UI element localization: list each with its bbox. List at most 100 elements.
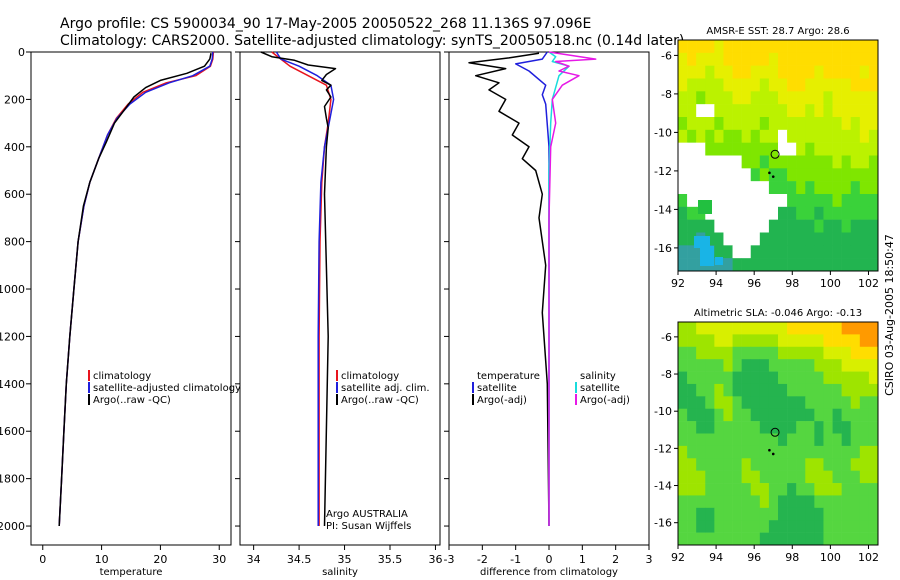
sla-map-cell — [841, 520, 852, 533]
sla-map-cell — [778, 322, 788, 335]
sla-map-cell — [705, 483, 715, 496]
sst-map-cell — [678, 181, 688, 195]
sla-map-cell — [678, 346, 688, 360]
sla-map-cell — [778, 421, 788, 434]
sst-map-cell — [796, 206, 806, 220]
sla-map-cell — [841, 408, 852, 422]
sla-map-cell — [696, 383, 706, 397]
sst-map-cell — [678, 78, 688, 92]
sla-map-cell — [696, 408, 706, 422]
sla-map-cell — [750, 421, 761, 434]
sla-map-cell — [823, 458, 833, 471]
sla-map-cell — [805, 433, 815, 447]
sst-map-cell — [759, 219, 770, 233]
sst-map-cell — [705, 52, 715, 66]
sst-map-cell — [868, 78, 879, 92]
sla-map-cell — [678, 371, 688, 385]
sla-map-cell — [732, 421, 742, 434]
sla-map-cell — [868, 458, 879, 471]
sst-map-cell — [750, 129, 761, 143]
sst-map-cell — [687, 52, 697, 66]
sla-map-cell — [732, 334, 742, 348]
sla-map-cell — [805, 470, 815, 484]
sla-map-track-point — [768, 448, 771, 452]
sla-map-cell — [859, 396, 870, 410]
sla-map-cell — [687, 359, 697, 372]
sst-map-cell — [823, 40, 833, 54]
sla-map-cell — [787, 445, 797, 459]
sla-map-cell — [850, 433, 861, 447]
sla-map-cell — [687, 433, 697, 447]
temperature-series-argo-raw-qc- — [58, 53, 212, 527]
sst-map-cell — [696, 117, 706, 131]
sst-map-cell — [814, 155, 824, 169]
sst-map-cell — [823, 168, 833, 182]
sst-map-cell — [750, 181, 761, 195]
temperature-xlabel: temperature — [100, 567, 163, 578]
sla-map-cell — [750, 458, 761, 471]
sla-map-cell — [759, 334, 770, 348]
sst-map-cell — [787, 219, 797, 233]
sst-map-cell — [732, 219, 742, 233]
sla-map-cell — [814, 383, 824, 397]
sst-map-cell — [759, 245, 770, 259]
sst-map-cell — [805, 219, 815, 233]
sla-map-cell — [741, 458, 752, 471]
sst-map-cell — [678, 104, 688, 118]
sla-map-cell — [768, 396, 779, 410]
sla-map-cell — [696, 445, 706, 459]
sla-map-cell — [868, 421, 879, 434]
sla-map-cell — [814, 371, 824, 385]
sst-map-track-point — [768, 171, 771, 175]
sst-map-cell — [859, 232, 870, 246]
sla-map-cell — [732, 371, 742, 385]
sst-map-cell — [723, 78, 733, 92]
sst-map-cell — [850, 91, 861, 105]
sst-map-cell — [741, 91, 752, 105]
sst-map-cell — [723, 219, 733, 233]
sla-map-cell — [832, 495, 842, 509]
sla-map-cell — [687, 445, 697, 459]
sla-map-cell — [814, 433, 824, 447]
sst-map-cell — [832, 245, 842, 259]
sst-map-cell — [814, 219, 824, 233]
sla-map-cell — [796, 322, 806, 335]
sla-map-cell — [805, 408, 815, 422]
sla-map-cell — [859, 520, 870, 533]
sst-map-cell — [805, 91, 815, 105]
sla-map-cell — [868, 359, 879, 372]
sla-map-cell — [805, 520, 815, 533]
difference-legend-right-label: salinity — [580, 371, 616, 382]
salinity-xtick-label: 35.5 — [378, 553, 403, 566]
sla-map-cell — [759, 433, 770, 447]
sst-map-cell — [832, 129, 842, 143]
sst-map-cell — [868, 181, 879, 195]
sst-map-cell — [741, 206, 752, 220]
sst-map-cell — [832, 258, 842, 272]
sla-map-cell — [832, 520, 842, 533]
sst-map-cell — [832, 181, 842, 195]
sla-map-cell — [723, 483, 733, 496]
sst-map-cell — [859, 258, 870, 272]
sst-map-cell — [723, 142, 733, 156]
sst-map-cell — [723, 40, 733, 54]
sst-map-cell — [778, 219, 788, 233]
sla-map-cell — [859, 483, 870, 496]
sla-map-cell — [868, 433, 879, 447]
sst-map-cell — [678, 117, 688, 131]
sla-map-cell — [859, 383, 870, 397]
sla-map-cell — [678, 322, 688, 335]
sst-map-cell — [732, 117, 742, 131]
sst-map-cell — [750, 91, 761, 105]
sst-map-cell — [778, 194, 788, 208]
sst-map-cell — [759, 65, 770, 79]
sla-map-cell — [841, 507, 852, 521]
sst-map-cell — [859, 40, 870, 54]
sst-map-cell — [696, 155, 706, 169]
sla-map-cell — [678, 421, 688, 434]
sla-map-cell — [741, 507, 752, 521]
sst-map-cell — [723, 258, 733, 272]
sla-map-cell — [814, 322, 824, 335]
sla-map-cell — [696, 421, 706, 434]
sst-map-cell — [850, 206, 861, 220]
